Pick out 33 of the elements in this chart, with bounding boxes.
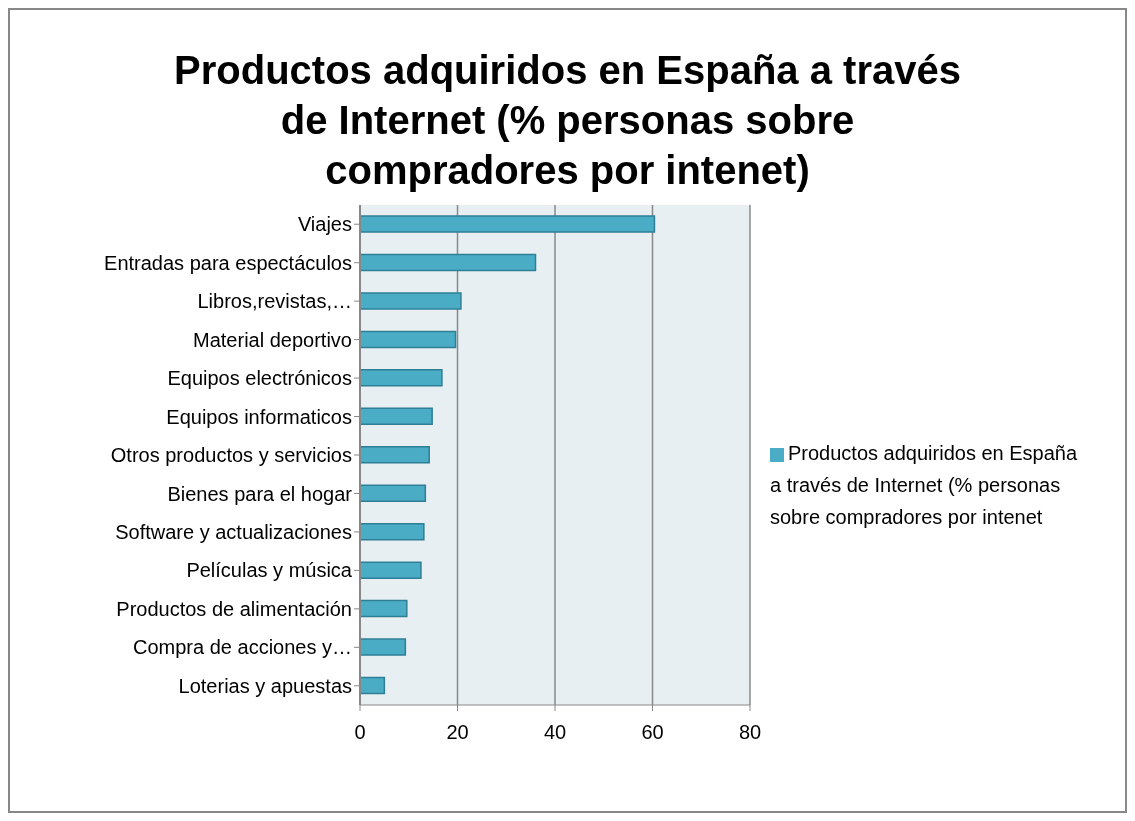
bar: [360, 215, 656, 233]
bar: [360, 676, 386, 695]
x-tick-label: 80: [738, 721, 762, 744]
bar: [360, 522, 425, 541]
x-tick-label: 20: [446, 721, 469, 744]
bar: [360, 446, 430, 464]
y-tick-label: Bienes para el hogar: [167, 482, 353, 505]
y-tick-label: Libros,revistas,…: [197, 290, 352, 313]
y-tick-label: Viajes: [297, 213, 352, 236]
y-tick-label: Loterias y apuestas: [178, 674, 352, 697]
y-tick-label: Material deportivo: [193, 328, 352, 351]
y-tick-label: Software y actualizaciones: [115, 521, 352, 544]
bar: [360, 292, 462, 310]
bar: [360, 484, 427, 502]
legend-label: Productos adquiridos en España a través de Internet (% personas sobre compradores por intenet: [770, 442, 1078, 528]
y-tick-label: Productos de alimentación: [116, 597, 352, 620]
y-tick-label: Compra de acciones y…: [133, 636, 352, 659]
bar: [360, 638, 407, 656]
bar: [360, 253, 537, 272]
chart-title: Productos adquiridos en España a través de Internet (% personas sobre compradores por intenet): [173, 47, 962, 194]
bar: [360, 330, 457, 349]
y-tick-label: Equipos informaticos: [166, 405, 352, 428]
y-tick-label: Equipos electrónicos: [167, 367, 352, 390]
y-tick-label: Entradas para espectáculos: [104, 251, 352, 274]
bar: [360, 599, 408, 618]
y-tick-label: Películas y música: [186, 559, 353, 582]
x-tick-label: 60: [641, 721, 664, 744]
bar: [360, 561, 422, 579]
bar: [360, 369, 443, 387]
y-tick-label: Otros productos y servicios: [110, 444, 352, 467]
bar: [360, 407, 433, 426]
x-tick-label: 40: [543, 721, 567, 744]
x-tick-label: 0: [354, 721, 366, 744]
